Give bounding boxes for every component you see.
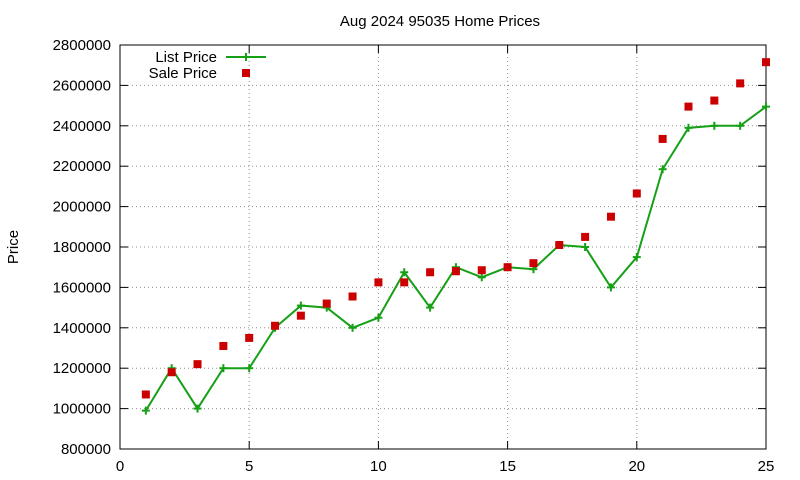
list-price-point (296, 301, 305, 310)
sale-price-point (400, 278, 409, 287)
sale-price-series (141, 58, 770, 399)
y-tick-label: 2200000 (53, 158, 111, 175)
list-price-point (374, 313, 383, 322)
x-tick-label: 10 (370, 458, 387, 475)
list-price-point (219, 364, 228, 373)
sale-price-point (632, 189, 641, 198)
axes-layer: 0 5 10 15 20 25 800000 1000000 1200000 1400000 160… (53, 37, 775, 475)
list-price-point (762, 102, 770, 111)
sale-price-point (271, 321, 280, 330)
sale-price-point (710, 96, 719, 105)
sale-price-point (296, 311, 305, 320)
list-price-line (144, 105, 767, 412)
sale-price-point (451, 267, 460, 276)
legend-plus-marker (242, 53, 250, 61)
y-tick-label: 2600000 (53, 77, 111, 94)
sale-price-point (193, 360, 202, 369)
sale-price-point (374, 278, 383, 287)
list-price-point (684, 123, 693, 132)
sale-price-point (658, 134, 667, 143)
legend-square-marker (242, 69, 250, 77)
list-price-point (658, 165, 667, 174)
series-layer (141, 58, 770, 415)
x-tick-label: 5 (245, 458, 253, 475)
sale-price-point (245, 333, 254, 342)
list-price-point (606, 283, 615, 292)
sale-price-point (167, 368, 176, 377)
list-price-point (245, 364, 254, 373)
list-price-point (141, 406, 150, 415)
y-tick-label: 800000 (61, 441, 111, 458)
list-price-point (348, 323, 357, 332)
sale-price-point (503, 263, 512, 272)
legend-label: List Price (155, 49, 217, 66)
chart-title: Aug 2024 95035 Home Prices (340, 13, 540, 30)
y-tick-label: 1800000 (53, 239, 111, 256)
y-tick-label: 1600000 (53, 279, 111, 296)
x-tick-label: 15 (499, 458, 516, 475)
sale-price-point (141, 390, 150, 399)
sale-price-point (736, 79, 745, 88)
legend-item-sale-price: Sale Price (149, 65, 250, 82)
list-price-point (477, 273, 486, 282)
list-price-point (581, 243, 590, 251)
y-tick-label: 1000000 (53, 401, 111, 418)
sale-price-point (684, 102, 693, 111)
sale-price-point (762, 58, 770, 67)
sale-price-point (426, 268, 435, 277)
sale-price-point (477, 266, 486, 275)
sale-price-point (348, 292, 357, 301)
x-tick-label: 25 (758, 458, 775, 475)
list-price-point (400, 268, 409, 277)
sale-price-point (529, 259, 538, 268)
x-tick-label: 0 (116, 458, 124, 475)
sale-price-point (219, 341, 228, 350)
legend-label: Sale Price (149, 65, 217, 82)
sale-price-point (555, 240, 564, 249)
y-tick-label: 2400000 (53, 118, 111, 135)
x-tick-label: 20 (628, 458, 645, 475)
list-price-point (193, 404, 202, 413)
y-tick-label: 1400000 (53, 320, 111, 337)
y-tick-label: 2800000 (53, 37, 111, 54)
list-price-point (426, 303, 435, 312)
sale-price-point (322, 299, 331, 308)
sale-price-point (606, 212, 615, 221)
list-price-point (736, 121, 745, 130)
legend-item-list-price: List Price (155, 49, 266, 66)
list-price-series (141, 102, 770, 415)
sale-price-point (581, 232, 590, 241)
y-axis-label: Price (5, 230, 22, 264)
list-price-point (710, 121, 719, 130)
y-tick-label: 2000000 (53, 199, 111, 216)
y-tick-label: 1200000 (53, 360, 111, 377)
list-price-point (632, 253, 641, 262)
grid-layer (120, 45, 766, 449)
